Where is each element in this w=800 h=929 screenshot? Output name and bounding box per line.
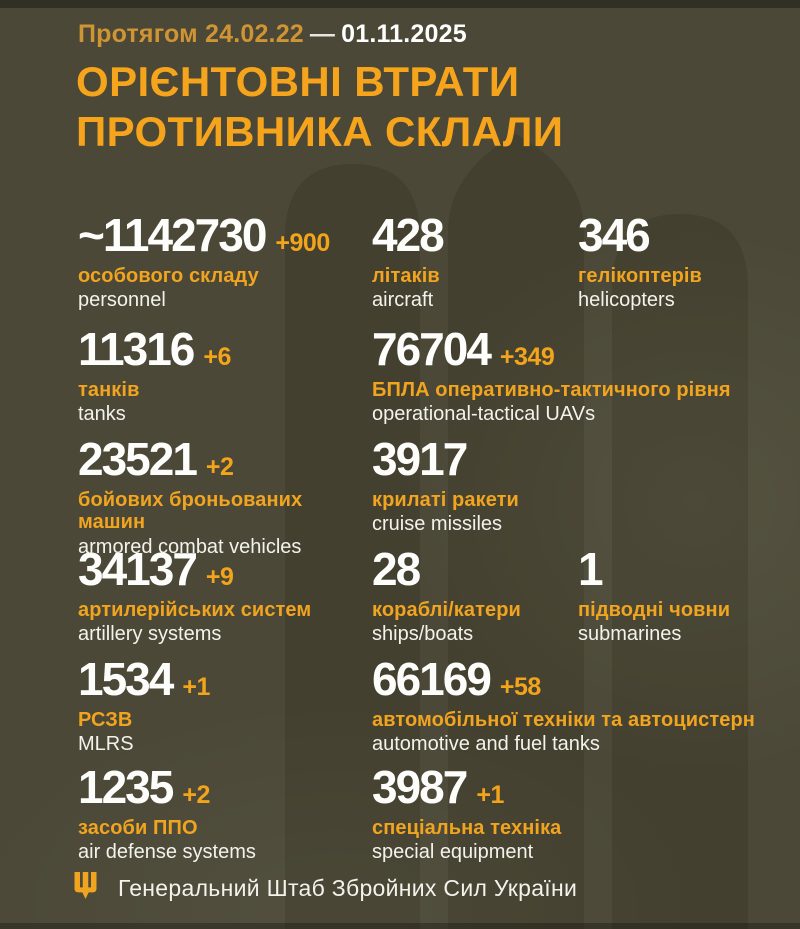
stat-delta: +2 (205, 453, 234, 481)
stat-special-equipment: 3987 +1 спеціальна техніка special equip… (372, 764, 790, 864)
stat-label-uk: кораблі/катери (372, 599, 521, 621)
stat-label-uk: спеціальна техніка (372, 817, 562, 839)
stat-tanks: 11316 +6 танків tanks (78, 326, 372, 426)
stat-label-en: operational-tactical UAVs (372, 403, 596, 426)
top-edge-shade (0, 0, 800, 8)
stat-automotive: 66169 +58 автомобільної техніки та автоц… (372, 656, 790, 756)
stat-ships: 28 кораблі/катери ships/boats (372, 546, 578, 646)
stat-value: 76704 (372, 323, 492, 375)
period-label: Протягом 24.02.22—01.11.2025 (78, 20, 467, 49)
stat-label-en: cruise missiles (372, 513, 503, 536)
stat-label-en: air defense systems (78, 841, 256, 864)
stat-label-en: special equipment (372, 841, 534, 864)
stat-value: 3987 (372, 761, 468, 813)
stat-value: 3917 (372, 433, 468, 485)
stat-label-en: artillery systems (78, 623, 222, 646)
stat-label-uk: крилаті ракети (372, 489, 519, 511)
period-range: Протягом 24.02.22 (78, 20, 304, 48)
stat-value: 28 (372, 543, 421, 595)
stat-label-uk: підводні човни (578, 599, 731, 621)
stat-label-en: automotive and fuel tanks (372, 733, 600, 756)
source-label: Генеральний Штаб Збройних Сил України (118, 875, 578, 901)
stat-helicopters: 346 гелікоптерів helicopters (578, 212, 790, 312)
period-separator: — (309, 20, 336, 48)
stat-value: 428 (372, 209, 445, 261)
stat-label-uk: артилерійських систем (78, 599, 312, 621)
stat-delta: +6 (203, 343, 231, 371)
stat-delta: +1 (476, 781, 504, 809)
stat-value: 66169 (372, 653, 492, 705)
stat-value: 1534 (78, 653, 174, 705)
stat-artillery: 34137 +9 артилерійських систем artillery… (78, 546, 372, 646)
page-title: ОРІЄНТОВНІ ВТРАТИ ПРОТИВНИКА СКЛАЛИ (76, 57, 563, 156)
stat-label-uk: гелікоптерів (578, 265, 702, 287)
stat-label-uk: БПЛА оперативно-тактичного рівня (372, 379, 731, 401)
stats-row-6: 1235 +2 засоби ППО air defense systems 3… (78, 764, 790, 864)
stat-label-en: personnel (78, 289, 166, 312)
stat-label-uk: літаків (372, 265, 440, 287)
stat-label-en: ships/boats (372, 623, 474, 646)
stat-label-en: tanks (78, 403, 126, 426)
stat-submarines: 1 підводні човни submarines (578, 546, 790, 646)
stat-mlrs: 1534 +1 РСЗВ MLRS (78, 656, 372, 756)
bottom-edge-shade (0, 923, 800, 929)
stats-row-1: ~1142730 +900 особового складу personnel… (78, 212, 790, 312)
stat-delta: +900 (275, 229, 330, 257)
stat-label-uk: автомобільної техніки та автоцистерн (372, 709, 755, 731)
stat-value: 1 (578, 543, 604, 595)
stat-armored-vehicles: 23521 +2 бойових броньованих машин armor… (78, 436, 372, 558)
stat-label-uk: танків (78, 379, 140, 401)
stat-delta: +58 (499, 673, 541, 701)
stat-delta: +2 (182, 781, 210, 809)
stats-row-5: 1534 +1 РСЗВ MLRS 66169 +58 автомобільно… (78, 656, 790, 756)
stat-personnel: ~1142730 +900 особового складу personnel (78, 212, 372, 312)
stat-label-en: aircraft (372, 289, 434, 312)
tryzub-icon (74, 872, 97, 899)
stat-value: 23521 (78, 433, 198, 485)
period-date: 01.11.2025 (341, 20, 467, 48)
stats-row-4: 34137 +9 артилерійських систем artillery… (78, 546, 790, 646)
page-title-line2: ПРОТИВНИКА СКЛАЛИ (76, 107, 564, 155)
stat-delta: +1 (182, 673, 210, 701)
stat-label-uk: засоби ППО (78, 817, 198, 839)
stat-value: 1235 (78, 761, 174, 813)
stat-label-en: helicopters (578, 289, 675, 312)
stat-delta: +9 (205, 563, 234, 591)
stat-uavs: 76704 +349 БПЛА оперативно-тактичного рі… (372, 326, 790, 426)
stats-row-3: 23521 +2 бойових броньованих машин armor… (78, 436, 790, 558)
footer: Генеральний Штаб Збройних Сил України (72, 872, 577, 905)
stat-label-uk: РСЗВ (78, 709, 133, 731)
stat-value: 34137 (78, 543, 198, 595)
stat-value: 11316 (78, 323, 195, 375)
stat-label-en: armored combat vehicles (78, 535, 302, 558)
stat-cruise-missiles: 3917 крилаті ракети cruise missiles (372, 436, 790, 536)
stat-delta: +349 (499, 343, 555, 371)
stat-value: 346 (578, 209, 651, 261)
stat-label-en: MLRS (78, 733, 134, 756)
stat-label-en: submarines (578, 623, 682, 646)
stat-air-defense: 1235 +2 засоби ППО air defense systems (78, 764, 372, 864)
stat-value: ~1142730 (78, 209, 267, 261)
stat-label-uk: особового складу (78, 265, 259, 287)
stats-row-2: 11316 +6 танків tanks 76704 +349 БПЛА оп… (78, 326, 790, 426)
stat-label-uk: бойових броньованих машин (78, 489, 303, 534)
page-title-line1: ОРІЄНТОВНІ ВТРАТИ (76, 58, 520, 105)
stat-aircraft: 428 літаків aircraft (372, 212, 578, 312)
